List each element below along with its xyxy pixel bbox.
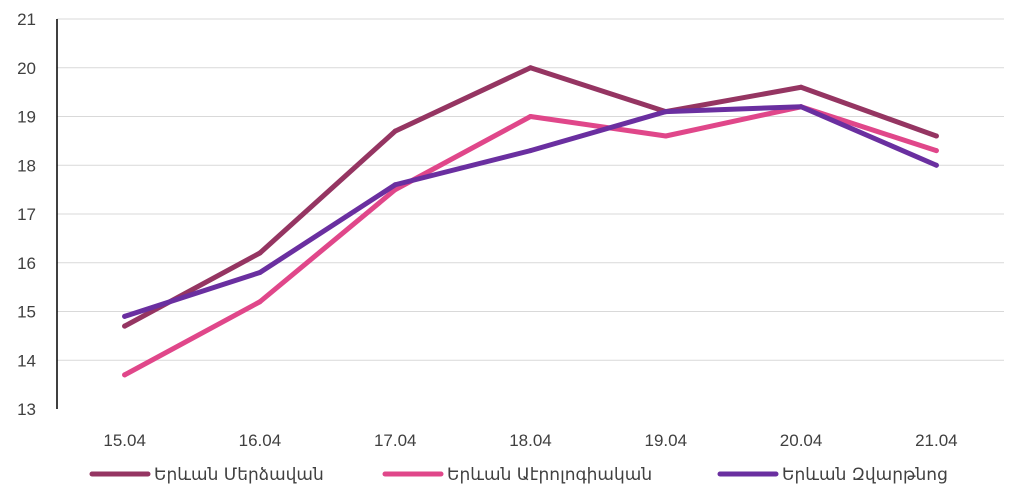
- y-tick-label: 13: [17, 400, 36, 419]
- data-point: [528, 148, 533, 154]
- data-point: [257, 250, 263, 256]
- x-tick-label: 15.04: [103, 431, 146, 450]
- legend-item-1: Երևան Մերձավան: [89, 465, 324, 485]
- y-tick-label: 21: [17, 10, 36, 29]
- data-point: [122, 372, 128, 378]
- x-tick-label: 17.04: [374, 431, 417, 450]
- data-point: [392, 128, 398, 134]
- y-tick-label: 15: [17, 303, 36, 322]
- data-point: [663, 133, 669, 139]
- data-point: [257, 270, 263, 275]
- data-point: [933, 133, 939, 139]
- series-lines: [122, 65, 939, 378]
- x-tick-label: 21.04: [915, 431, 958, 450]
- data-point: [798, 104, 804, 110]
- data-point: [122, 323, 128, 329]
- y-tick-label: 18: [17, 156, 36, 175]
- y-tick-label: 14: [17, 351, 36, 370]
- legend: Երևան Մերձավան Երևան Աէրոլոգիական Երևան Զվ…: [89, 465, 948, 485]
- y-tick-label: 19: [17, 108, 36, 127]
- legend-label: Երևան Աէրոլոգիական: [447, 465, 652, 485]
- y-tick-label: 16: [17, 254, 36, 273]
- data-point: [663, 109, 669, 115]
- data-point: [257, 299, 263, 305]
- data-point: [122, 313, 128, 319]
- x-tick-label: 20.04: [780, 431, 823, 450]
- series-line-1: [122, 65, 939, 329]
- x-tick-label: 19.04: [645, 431, 688, 450]
- y-tick-label: 17: [17, 205, 36, 224]
- data-point: [528, 65, 533, 71]
- x-tick-label: 18.04: [509, 431, 552, 450]
- data-point: [933, 148, 939, 154]
- series-line-3: [122, 104, 939, 319]
- data-point: [798, 84, 804, 90]
- series-line-2: [122, 104, 939, 378]
- y-axis-ticks: 13 14 15 16 17 18 19 20 21: [17, 10, 36, 419]
- x-tick-label: 16.04: [239, 431, 282, 450]
- x-axis-ticks: 15.04 16.04 17.04 18.04 19.04 20.04 21.04: [103, 431, 957, 450]
- data-point: [933, 162, 939, 168]
- legend-label: Երևան Մերձավան: [154, 465, 324, 485]
- legend-item-3: Երևան Զվարթնոց: [717, 465, 948, 485]
- legend-item-2: Երևան Աէրոլոգիական: [382, 465, 652, 485]
- data-point: [392, 182, 398, 188]
- y-tick-label: 20: [17, 59, 36, 78]
- data-point: [528, 114, 533, 119]
- legend-label: Երևան Զվարթնոց: [782, 465, 948, 485]
